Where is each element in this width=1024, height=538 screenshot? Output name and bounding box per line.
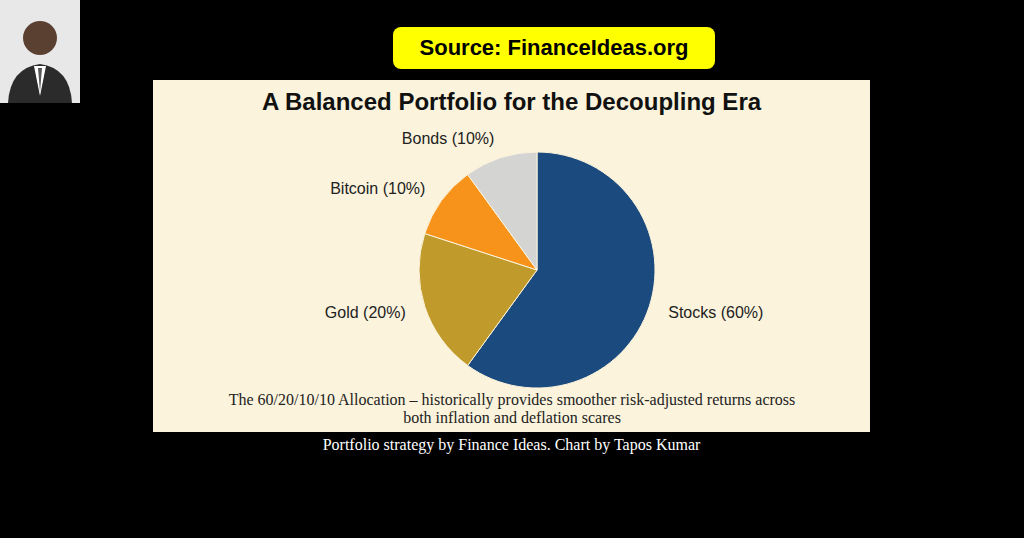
html-text:The 60/20/10/10 Allocation – h: The 60/20/10/10 Allocation – historicall… [228, 391, 796, 426]
svg-text:Bitcoin (10%): Bitcoin (10%) [330, 180, 425, 197]
svg-text:Gold (20%): Gold (20%) [325, 304, 406, 321]
html-text:A Balanced Portfolio for the D: A Balanced Portfolio for the Decoupling … [261, 88, 762, 115]
html-text:Portfolio strategy by Finance: Portfolio strategy by Finance Ideas. Cha… [322, 436, 701, 453]
svg-text:Bonds (10%): Bonds (10%) [402, 130, 495, 147]
html-text:Source: FinanceIdeas.org: Source: FinanceIdeas.org [419, 35, 689, 60]
svg-text:Stocks (60%): Stocks (60%) [668, 304, 763, 321]
